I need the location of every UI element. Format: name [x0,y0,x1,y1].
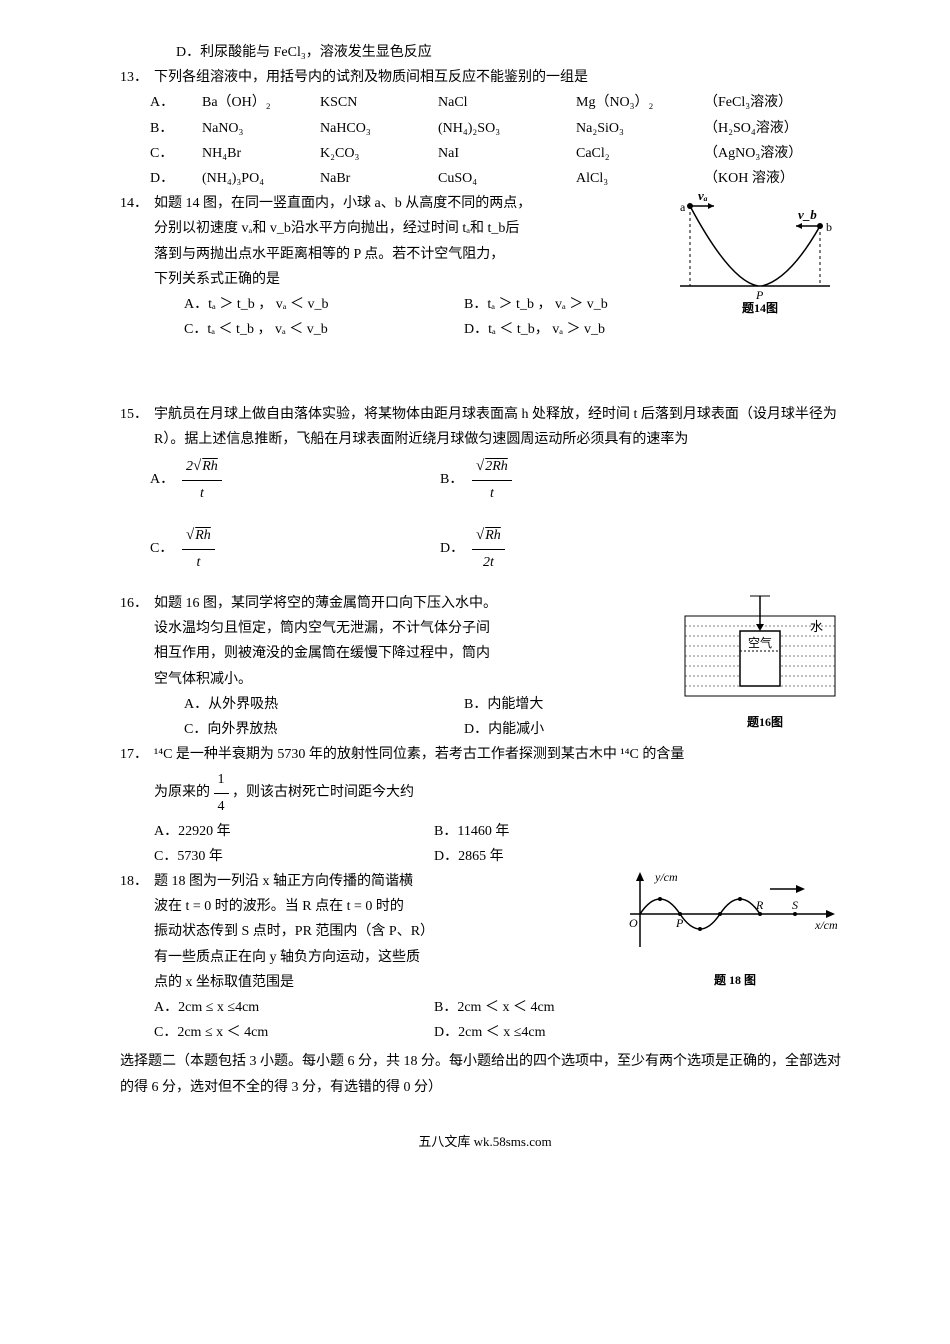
q14-opt-d: D．tₐ ＜ t_b， vₐ ＞ v_b [464,317,660,342]
q15-opt-c: C． √Rht [150,522,440,575]
q18-line4: 有一些质点正在向 y 轴负方向运动，这些质 [154,945,610,970]
q14-line2: 分别以初速度 vₐ和 v_b沿水平方向抛出，经过时间 tₐ和 t_b后 [154,216,660,241]
q18-opt-d: D．2cm ＜ x ≤4cm [434,1020,850,1045]
q17-stem2a: 为原来的 [154,785,210,800]
q14-fig-a: a [680,200,686,214]
q16-fig-water: 水 [810,619,823,634]
q14: 14． 如题 14 图，在同一竖直面内，小球 a、b 从高度不同的两点， 分别以… [120,191,850,342]
q18: 18． 题 18 图为一列沿 x 轴正方向传播的简谐横 波在 t = 0 时的波… [120,869,850,995]
q16-fig-label: 题16图 [680,712,850,734]
q16-line1: 如题 16 图，某同学将空的薄金属筒开口向下压入水中。 [154,591,670,616]
q15: 15． 宇航员在月球上做自由落体实验，将某物体由距月球表面高 h 处释放，经时间… [120,402,850,452]
page-footer: 五八文库 wk.58sms.com [120,1130,850,1153]
q15-opt-a: A． 2√Rht [150,453,440,506]
q17-opt-a: A．22920 年 [154,819,434,844]
q14-num: 14． [120,191,154,216]
q17-stem2b: ，则该古树死亡时间距今大约 [232,785,414,800]
q14-opt-c: C．tₐ ＜ t_b ， vₐ ＜ v_b [184,317,464,342]
svg-text:O: O [629,916,638,930]
q16-line3: 相互作用，则被淹没的金属筒在缓慢下降过程中，筒内 [154,641,670,666]
q14-opt-a: A．tₐ ＞ t_b ， vₐ ＜ v_b [184,292,464,317]
q15-stem: 宇航员在月球上做自由落体实验，将某物体由距月球表面高 h 处释放，经时间 t 后… [154,402,850,452]
q16-line4: 空气体积减小。 [154,667,670,692]
q16-opt-a: A．从外界吸热 [184,692,464,717]
q16-line2: 设水温均匀且恒定，筒内空气无泄漏，不计气体分子间 [154,616,670,641]
q17-opt-b: B．11460 年 [434,819,850,844]
section-2-header: 选择题二（本题包括 3 小题。每小题 6 分，共 18 分。每小题给出的四个选项… [120,1049,850,1099]
q16-opt-b: B．内能增大 [464,692,670,717]
q12-option-d: D．利尿酸能与 FeCl₃，溶液发生显色反应 [176,40,850,65]
svg-text:P: P [675,916,684,930]
svg-text:y/cm: y/cm [654,870,678,884]
q14-line4: 下列关系式正确的是 [154,267,660,292]
q15-opt-b: B． √2Rht [440,453,730,506]
q14-line1: 如题 14 图，在同一竖直面内，小球 a、b 从高度不同的两点， [154,191,660,216]
q16-figure: 水 空气 题16图 [670,591,850,742]
q18-opt-c: C．2cm ≤ x ＜ 4cm [154,1020,434,1045]
q13-row-2: C．NH₄BrK₂CO₃NaICaCl₂（AgNO₃溶液） [150,141,850,166]
q17-stem1: ¹⁴C 是一种半衰期为 5730 年的放射性同位素，若考古工作者探测到某古木中 … [154,747,684,762]
q14-opt-b: B．tₐ ＞ t_b ， vₐ ＞ v_b [464,292,660,317]
q13-num: 13． [120,65,154,90]
q13-stem: 下列各组溶液中，用括号内的试剂及物质间相互反应不能鉴别的一组是 [154,65,850,90]
q15-num: 15． [120,402,154,427]
q18-line1: 题 18 图为一列沿 x 轴正方向传播的简谐横 [154,869,610,894]
q16-opt-c: C．向外界放热 [184,717,464,742]
q18-line2: 波在 t = 0 时的波形。当 R 点在 t = 0 时的 [154,894,610,919]
q15-opt-d: D． √Rh2t [440,522,730,575]
q18-line3: 振动状态传到 S 点时，PR 范围内（含 P、R） [154,919,610,944]
q14-fig-va: vₐ [698,191,708,203]
q18-num: 18． [120,869,154,894]
q16-opt-d: D．内能减小 [464,717,670,742]
q13-row-3: D．(NH₄)₃PO₄NaBrCuSO₄AlCl₃（KOH 溶液） [150,166,850,191]
svg-text:x/cm: x/cm [814,918,838,932]
q17: 17． ¹⁴C 是一种半衰期为 5730 年的放射性同位素，若考古工作者探测到某… [120,742,850,767]
q17-opt-c: C．5730 年 [154,844,434,869]
q16-fig-air: 空气 [748,635,772,650]
q18-line5: 点的 x 坐标取值范围是 [154,970,610,995]
q16: 16． 如题 16 图，某同学将空的薄金属筒开口向下压入水中。 设水温均匀且恒定… [120,591,850,742]
q14-figure: a b vₐ v_b P 题14图 [660,191,850,342]
q13-row-1: B．NaNO₃NaHCO₃(NH₄)₂SO₃Na₂SiO₃（H₂SO₄溶液） [150,116,850,141]
svg-text:S: S [792,898,798,912]
q18-fig-label: 题 18 图 [620,970,850,992]
q18-opt-a: A．2cm ≤ x ≤4cm [154,995,434,1020]
svg-text:R: R [755,898,764,912]
q14-fig-vb: v_b [798,207,817,222]
q18-figure: y/cm x/cm O P R S 题 18 图 [610,869,850,995]
q13: 13． 下列各组溶液中，用括号内的试剂及物质间相互反应不能鉴别的一组是 [120,65,850,90]
q14-line3: 落到与两抛出点水平距离相等的 P 点。若不计空气阻力， [154,242,660,267]
q13-row-0: A．Ba（OH）₂KSCNNaClMg（NO₃）₂（FeCl₃溶液） [150,90,850,115]
q17-num: 17． [120,742,154,767]
q17-frac: 14 [214,767,229,818]
q14-fig-b: b [826,220,832,234]
q17-opt-d: D．2865 年 [434,844,850,869]
q18-opt-b: B．2cm ＜ x ＜ 4cm [434,995,850,1020]
q16-num: 16． [120,591,154,616]
q14-fig-label: 题14图 [670,298,850,320]
